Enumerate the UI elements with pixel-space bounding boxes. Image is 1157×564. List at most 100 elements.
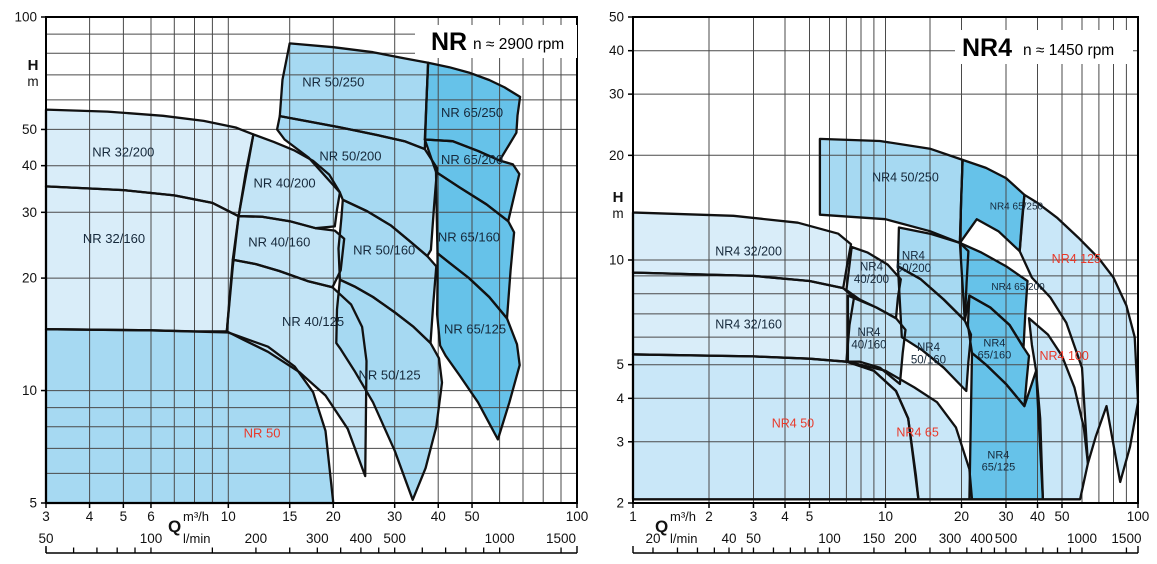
x-tick-m3h: 20 [954, 509, 969, 524]
y-tick-label: 5 [29, 496, 37, 511]
x-axis-title: Q [168, 517, 181, 536]
region-label-nr-32-160: NR 32/160 [83, 231, 145, 246]
x-tick-m3h: 2 [705, 509, 713, 524]
y-tick-label: 10 [609, 253, 624, 268]
region-label-nr4-65-125: 65/125 [982, 461, 1016, 473]
y-tick-label: 10 [22, 383, 37, 398]
region-fill-nr4-100 [1029, 318, 1088, 500]
x-tick-m3h: 4 [86, 509, 94, 524]
x-tick-lmin: 100 [140, 531, 163, 546]
lmin-ruler [632, 546, 1139, 554]
region-fill-nr-65-125 [437, 253, 520, 440]
region-fill-nr4-65-250 [959, 159, 1025, 252]
x-tick-lmin: 1500 [1111, 531, 1141, 546]
title-box-nr4: NR4 n ≈ 1450 rpm [955, 30, 1133, 64]
y-tick-label: 5 [616, 357, 624, 372]
x-tick-lmin: 400 [350, 531, 373, 546]
chart-subtitle: n ≈ 2900 rpm [473, 36, 564, 53]
y-axis-title: H [28, 57, 39, 74]
y-tick-label: 2 [616, 496, 624, 511]
x-tick-lmin: 50 [746, 531, 761, 546]
x-tick-m3h: 10 [878, 509, 893, 524]
region-label-nr-50-250: NR 50/250 [302, 75, 364, 90]
x-tick-lmin: 400 [970, 531, 993, 546]
x-tick-m3h: 1 [629, 509, 637, 524]
region-label-nr4-65-160: 65/160 [978, 350, 1012, 362]
x-tick-m3h: 6 [147, 509, 155, 524]
y-tick-label: 50 [22, 122, 37, 137]
region-label-nr-50: NR 50 [244, 426, 281, 441]
x-tick-m3h: 40 [431, 509, 446, 524]
x-tick-lmin: 50 [38, 531, 53, 546]
region-label-nr4-50-160: 50/160 [911, 354, 946, 366]
region-fill-nr-50 [46, 329, 334, 503]
region-fill-nr4-32-160 [633, 272, 854, 362]
x-axis-unit-m3h: m³/h [670, 509, 696, 524]
region-label-nr4-65-200: NR4 65/200 [991, 282, 1045, 293]
region-fill-nr-32-200 [46, 109, 254, 217]
region-label-nr-50-125: NR 50/125 [358, 368, 420, 383]
region-label-nr-32-200: NR 32/200 [92, 145, 154, 160]
x-tick-m3h: 30 [998, 509, 1013, 524]
y-tick-label: 50 [609, 10, 624, 25]
x-tick-lmin: 40 [721, 531, 736, 546]
region-label-nr4-65: NR4 65 [896, 425, 938, 439]
region-label-nr4-50: NR4 50 [772, 416, 814, 430]
region-label-nr-65-125: NR 65/125 [444, 322, 506, 337]
region-fill-nr4-125 [1019, 194, 1138, 482]
x-tick-lmin: 150 [863, 531, 886, 546]
x-tick-m3h: 50 [465, 509, 480, 524]
x-tick-m3h: 50 [1054, 509, 1069, 524]
x-axis: 1 2 3 4 5 10 20 30 40 50 100 20 40 50 100 150 200 300 400 5… [629, 503, 1149, 546]
y-axis-unit: m [612, 206, 623, 221]
x-tick-lmin: 200 [894, 531, 917, 546]
region-label-nr4-65-250: NR4 65/250 [990, 201, 1044, 212]
region-fill-nr-50-200 [277, 116, 438, 257]
region-outline-nr-65-125 [435, 252, 521, 441]
x-axis: 3 4 5 6 10 15 20 30 40 50 100 50 100 200 300 400 500 1000… [38, 503, 588, 546]
title-box-nr: NR n ≈ 2900 rpm [415, 25, 577, 58]
chart-title: NR4 [962, 34, 1012, 62]
region-label-nr-65-250: NR 65/250 [441, 105, 503, 120]
x-tick-lmin: 100 [818, 531, 841, 546]
region-outline-nr-40-125 [225, 258, 368, 478]
region-fill-nr4-50-200 [897, 227, 969, 321]
y-tick-label: 40 [22, 158, 37, 173]
region-fill-nr4-65-160 [967, 295, 1029, 407]
region-label-nr4-40-200: NR4 [860, 261, 884, 273]
region-fill-nr4-65-200 [959, 242, 1028, 348]
grid [632, 16, 1139, 504]
y-tick-label: 20 [22, 271, 37, 286]
y-tick-label: 30 [609, 87, 624, 102]
x-axis-unit-m3h: m³/h [183, 509, 209, 524]
region-label-nr4-50-160: NR4 [917, 342, 941, 354]
x-tick-m3h: 3 [42, 509, 50, 524]
region-outline-nr4-40-160 [846, 294, 907, 386]
region-label-nr4-40-160: NR4 [857, 327, 881, 339]
chart-title: NR [431, 28, 467, 56]
y-axis-title: H [613, 189, 624, 206]
x-axis-title: Q [655, 517, 668, 536]
region-label-nr4-50-200: 50/200 [896, 263, 931, 275]
region-label-nr4-50-250: NR4 50/250 [872, 171, 939, 185]
x-tick-lmin: 200 [245, 531, 268, 546]
region-label-nr4-40-200: 40/200 [854, 274, 889, 286]
x-tick-m3h: 5 [120, 509, 128, 524]
region-label-nr-65-200: NR 65/200 [441, 152, 503, 167]
x-tick-m3h: 15 [282, 509, 297, 524]
x-tick-m3h: 4 [781, 509, 789, 524]
region-outline-nr4-100 [1027, 317, 1090, 501]
x-tick-m3h: 40 [1030, 509, 1045, 524]
region-outline-nr4-65-125 [968, 351, 1045, 501]
region-outline-nr4-65-160 [966, 294, 1031, 408]
region-label-nr-40-160: NR 40/160 [248, 234, 310, 249]
region-fill-nr-65-160 [436, 171, 515, 319]
region-outline-nr4-50-160 [896, 265, 973, 393]
region-fill-nr4-50-160 [897, 266, 971, 391]
region-label-nr-40-125: NR 40/125 [282, 314, 344, 329]
x-tick-m3h: 100 [1127, 509, 1150, 524]
chart-subtitle: n ≈ 1450 rpm [1023, 42, 1114, 59]
